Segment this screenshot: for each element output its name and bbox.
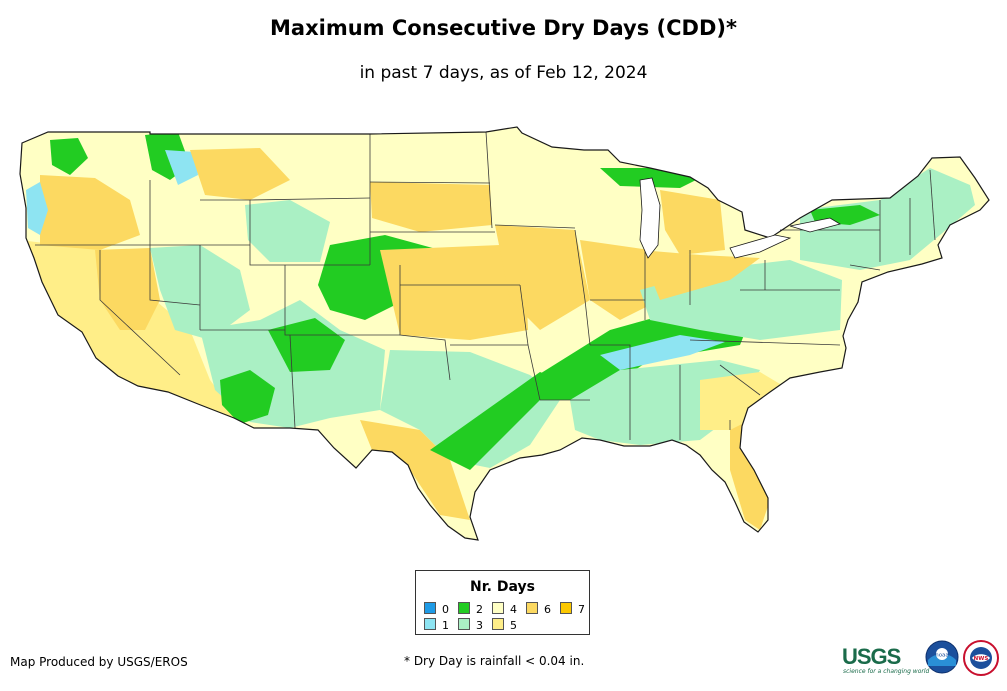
legend-swatch-7 [560,602,572,614]
map-producer-credit: Map Produced by USGS/EROS [10,655,188,669]
region-wyoming-mint [245,200,330,262]
legend-item-6: 6 [526,602,551,616]
region-dakota-gold [370,182,492,232]
legend-items: 0 1 2 3 4 5 6 7 [422,602,587,632]
noaa-logo-icon: noaa [925,640,959,674]
legend-swatch-5 [492,618,504,630]
legend-swatch-2 [458,602,470,614]
legend-label-0: 0 [442,603,449,616]
legend-swatch-3 [458,618,470,630]
legend-label-1: 1 [442,619,449,632]
legend: Nr. Days 0 1 2 3 4 5 6 7 [415,570,590,635]
legend-item-4: 4 [492,602,517,616]
legend-label-5: 5 [510,619,517,632]
map-title: Maximum Consecutive Dry Days (CDD)* [270,16,737,40]
region-tn-cyan [600,335,725,370]
legend-item-0: 0 [424,602,449,616]
legend-label-4: 4 [510,603,517,616]
cdd-color-regions [20,127,989,540]
legend-swatch-4 [492,602,504,614]
region-texas-mint [380,350,560,468]
lake-michigan [639,177,661,259]
region-plains-gold [380,245,528,340]
region-midwest-gold [640,250,760,300]
region-nevada-gold [95,248,160,330]
legend-swatch-1 [424,618,436,630]
legend-swatch-6 [526,602,538,614]
lake-erie [729,234,792,259]
usgs-logo: USGS [842,644,901,669]
nws-logo-text: NWS [974,656,989,662]
legend-item-3: 3 [458,618,483,632]
region-pnw-cyan [26,182,48,235]
region-northeast-mint [800,168,975,270]
usgs-tagline: science for a changing world [843,668,930,675]
region-arizona-green [220,370,275,424]
region-new-mexico-green [268,318,345,372]
region-idaho-cyan [165,150,198,185]
lake-ontario [789,217,842,233]
legend-item-1: 1 [424,618,449,632]
legend-item-2: 2 [458,602,483,616]
legend-item-5: 5 [492,618,517,632]
region-texas-gold [360,420,470,520]
region-iowa-gold [495,225,590,330]
legend-label-2: 2 [476,603,483,616]
region-texas-green-band [430,372,560,470]
noaa-logo-text: noaa [935,653,949,659]
map-subtitle: in past 7 days, as of Feb 12, 2024 [359,63,648,83]
region-pnw-green [50,138,88,175]
great-lakes [639,177,842,259]
legend-label-6: 6 [544,603,551,616]
nws-logo-icon: NWS [963,640,999,676]
region-montana-gold [190,148,290,200]
legend-item-7: 7 [560,602,585,616]
agency-logos: USGS science for a changing world noaa N… [842,638,1002,678]
legend-swatch-0 [424,602,436,614]
region-carolinas-yellow [700,372,790,430]
legend-label-7: 7 [578,603,585,616]
us-outline [19,126,990,541]
legend-title: Nr. Days [470,579,535,595]
region-oregon-gold [40,175,140,250]
legend-label-3: 3 [476,619,483,632]
region-florida-gold [730,420,770,530]
dry-day-footnote: * Dry Day is rainfall < 0.04 in. [404,654,585,668]
state-boundaries [35,131,936,440]
region-michigan-gold [660,190,725,255]
